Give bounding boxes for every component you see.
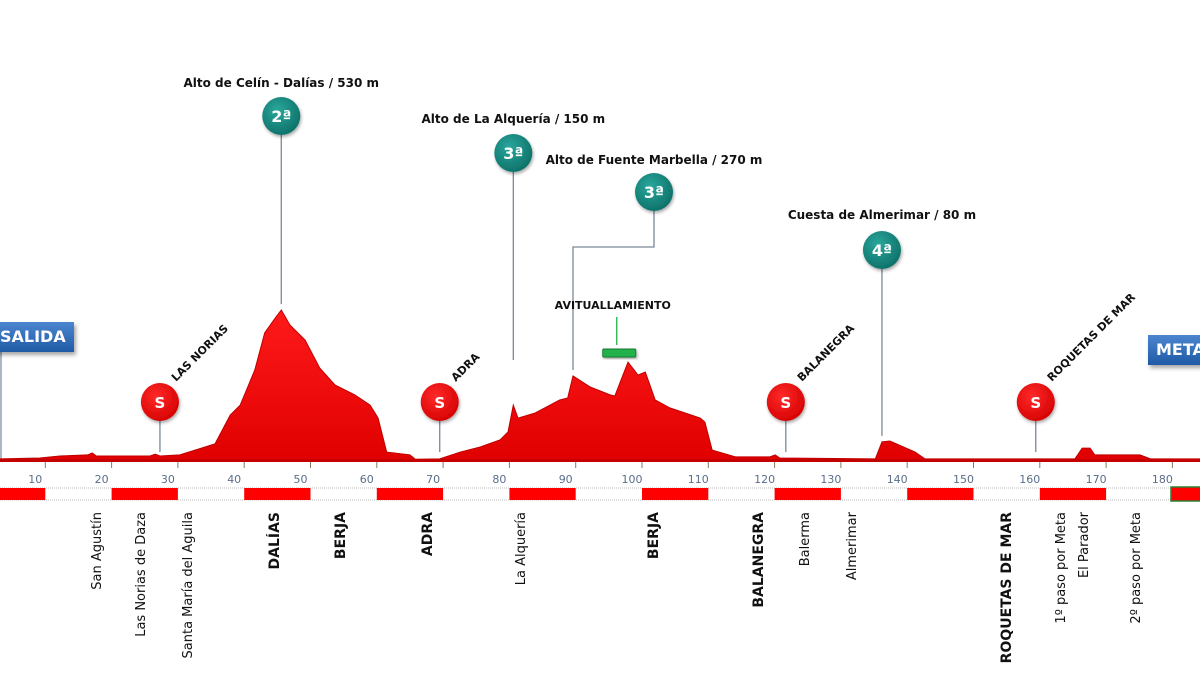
start-flag: SALIDA (0, 322, 74, 352)
km-tick-label: 50 (294, 473, 308, 486)
km-band-segment (0, 488, 46, 500)
town-label: El Parador (1076, 512, 1092, 579)
km-tick-label: 20 (95, 473, 109, 486)
climb-category-badge (635, 173, 673, 211)
sprint-symbol: S (780, 394, 791, 412)
sprint-badge (420, 383, 459, 421)
climb-category-label: 3ª (503, 144, 523, 163)
km-tick-label: 80 (492, 473, 506, 486)
sprint-name-label: LAS NORIAS (169, 322, 231, 384)
sprint-symbol: S (1030, 394, 1041, 412)
town-label: La Alquería (513, 512, 529, 586)
sprint-symbol: S (155, 394, 166, 412)
climb-category-badge (262, 97, 301, 135)
town-label: Las Norias de Daza (134, 512, 150, 637)
elevation-profile-area (0, 309, 1200, 461)
climb-category-badge (494, 134, 533, 172)
km-tick-label: 110 (688, 473, 709, 486)
km-tick-label: 140 (887, 473, 908, 486)
km-tick-label: 160 (1019, 473, 1040, 486)
km-tick-label: 90 (559, 473, 573, 486)
town-label: BALANEGRA (750, 512, 767, 608)
km-tick-label: 40 (227, 473, 241, 486)
km-tick-label: 120 (754, 473, 775, 486)
km-band-segment (509, 488, 576, 500)
km-band-segment (244, 488, 311, 500)
finish-km-segment (1170, 486, 1200, 502)
km-tick-label: 30 (161, 473, 175, 486)
km-tick-label: 150 (953, 473, 974, 486)
km-tick-label: 180 (1152, 473, 1173, 486)
km-tick-label: 170 (1086, 473, 1107, 486)
town-label: ROQUETAS DE MAR (998, 512, 1015, 664)
km-tick-label: 10 (28, 473, 42, 486)
km-band-segment (774, 488, 841, 500)
climb-leader-line (572, 211, 655, 370)
sprint-name-label: ROQUETAS DE MAR (1045, 290, 1139, 384)
climb-category-label: 2ª (271, 107, 291, 126)
feed-zone-label: AVITUALLAMIENTO (555, 299, 671, 312)
town-label: BERJA (645, 512, 662, 560)
town-label: 1º paso por Meta (1053, 512, 1069, 624)
km-tick-label: 70 (426, 473, 440, 486)
town-label: 2º paso por Meta (1129, 512, 1145, 624)
climb-name-label: Cuesta de Almerimar / 80 m (788, 208, 976, 222)
town-label: BERJA (332, 512, 349, 560)
km-band-segment (907, 488, 974, 500)
km-band-segment (376, 488, 444, 500)
climb-name-label: Alto de La Alquería / 150 m (421, 112, 605, 126)
town-label: DALÍAS (267, 512, 284, 570)
climb-category-label: 4ª (872, 241, 892, 260)
km-tick-label: 100 (622, 473, 643, 486)
sprint-symbol: S (434, 394, 445, 412)
sprint-badge (140, 383, 179, 421)
km-band-segment (642, 488, 709, 500)
km-band-segment (111, 488, 178, 500)
town-label: Almerimar (844, 512, 860, 581)
sprint-badge (1016, 383, 1055, 421)
sprint-name-label: BALANEGRA (795, 321, 858, 384)
climb-name-label: Alto de Fuente Marbella / 270 m (546, 153, 763, 167)
climb-category-label: 3ª (644, 183, 664, 202)
km-tick-label: 130 (820, 473, 841, 486)
km-band-segment (1039, 488, 1107, 500)
town-label: Balerma (797, 512, 813, 567)
town-label: ADRA (419, 512, 436, 557)
climb-category-badge (862, 231, 901, 269)
feed-zone-bar (602, 348, 637, 358)
sprint-badge (766, 383, 805, 421)
town-label: Santa María del Aguila (181, 512, 197, 659)
km-tick-label: 60 (360, 473, 374, 486)
finish-flag: META (1148, 335, 1200, 365)
climb-name-label: Alto de Celín - Dalías / 530 m (184, 76, 380, 90)
town-label: San Agustín (90, 512, 106, 590)
sprint-name-label: ADRA (449, 350, 483, 384)
